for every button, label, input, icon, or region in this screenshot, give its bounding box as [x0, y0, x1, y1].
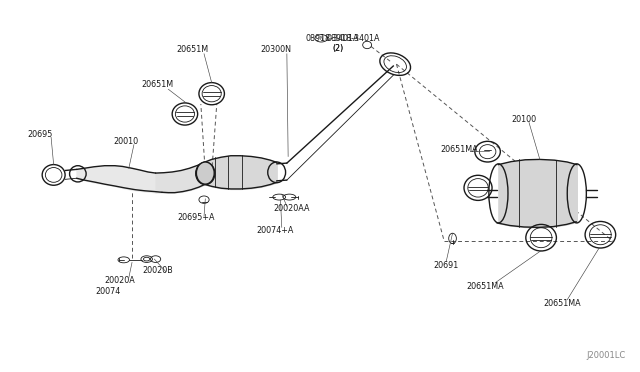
Text: 20300N: 20300N — [260, 45, 291, 54]
Text: 08918-3401A: 08918-3401A — [326, 34, 380, 43]
Text: 20074+A: 20074+A — [257, 226, 294, 235]
Ellipse shape — [196, 162, 215, 185]
Text: 20020AA: 20020AA — [273, 203, 310, 213]
Text: 20651MA: 20651MA — [467, 282, 504, 291]
Text: J20001LC: J20001LC — [587, 351, 626, 360]
Text: (2): (2) — [332, 44, 344, 53]
Ellipse shape — [196, 162, 214, 184]
Text: 20651MA: 20651MA — [543, 299, 581, 308]
Text: 20020A: 20020A — [104, 276, 134, 285]
Text: 20651M: 20651M — [177, 45, 209, 54]
Text: (2): (2) — [332, 44, 344, 53]
Text: 08918-3401A: 08918-3401A — [306, 34, 360, 43]
Text: N: N — [319, 36, 323, 41]
Text: 20010: 20010 — [113, 137, 138, 146]
Text: 20651MA: 20651MA — [440, 145, 477, 154]
Text: 20020B: 20020B — [142, 266, 173, 275]
Text: 20074: 20074 — [95, 287, 120, 296]
Text: 20691: 20691 — [433, 261, 459, 270]
Text: 20695+A: 20695+A — [177, 213, 214, 222]
Text: 20651M: 20651M — [141, 80, 173, 89]
Text: 20695: 20695 — [27, 130, 52, 139]
Text: 20100: 20100 — [511, 115, 536, 124]
